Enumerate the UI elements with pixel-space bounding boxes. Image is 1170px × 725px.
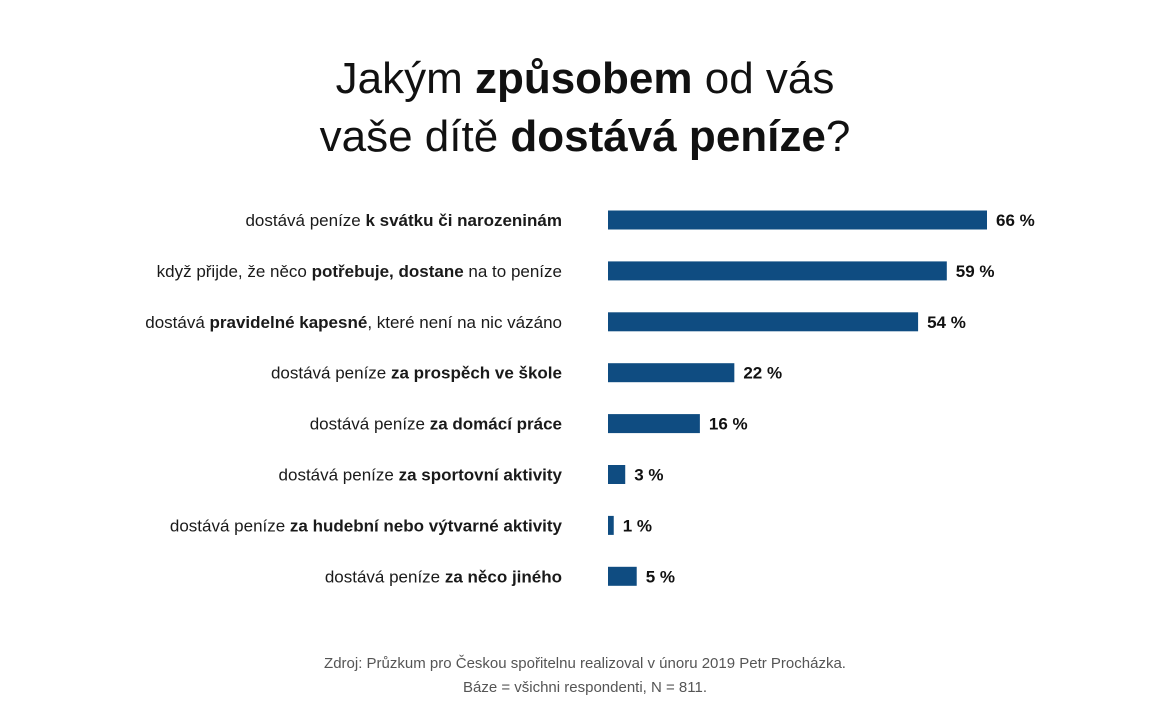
bar-1 bbox=[608, 261, 947, 281]
title-line-1-run-1: způsobem bbox=[474, 54, 693, 103]
category-label-1-run-1: potřebuje, dostane bbox=[312, 262, 464, 281]
category-label-4-run-0: dostává peníze bbox=[310, 415, 430, 434]
category-label-2-run-0: dostává bbox=[145, 313, 209, 332]
category-label-2-run-2: , které není na nic vázáno bbox=[367, 313, 562, 332]
category-label-1-run-0: když přijde, že něco bbox=[157, 262, 312, 281]
bar-4 bbox=[608, 414, 700, 434]
category-label-0-run-0: dostává peníze bbox=[245, 211, 365, 230]
category-label-3: dostává peníze za prospěch ve škole bbox=[271, 364, 562, 383]
category-label-0: dostává peníze k svátku či narozeninám bbox=[245, 211, 562, 230]
category-label-3-run-0: dostává peníze bbox=[271, 364, 391, 383]
title-line-2-run-1: dostává peníze bbox=[510, 112, 826, 161]
category-label-1-run-2: na to peníze bbox=[464, 262, 562, 281]
category-label-7: dostává peníze za něco jiného bbox=[325, 567, 562, 586]
value-label-6: 1 % bbox=[623, 516, 652, 535]
category-label-6-run-0: dostává peníze bbox=[170, 516, 290, 535]
category-label-3-run-1: za prospěch ve škole bbox=[391, 364, 562, 383]
category-label-1: když přijde, že něco potřebuje, dostane … bbox=[157, 262, 562, 281]
value-label-5: 3 % bbox=[634, 466, 663, 485]
title-line-2-run-0: vaše dítě bbox=[319, 112, 511, 161]
bar-0 bbox=[608, 210, 987, 230]
category-label-5-run-1: za sportovní aktivity bbox=[399, 466, 563, 485]
category-label-0-run-1: k svátku či narozeninám bbox=[365, 211, 562, 230]
value-label-4: 16 % bbox=[709, 415, 748, 434]
value-label-1: 59 % bbox=[956, 262, 995, 281]
value-label-3: 22 % bbox=[743, 364, 782, 383]
category-label-4: dostává peníze za domácí práce bbox=[310, 415, 562, 434]
value-label-0: 66 % bbox=[996, 211, 1035, 230]
bar-2 bbox=[608, 312, 919, 332]
chart-title: Jakým způsobem od vás vaše dítě dostává … bbox=[0, 50, 1170, 166]
chart-source: Zdroj: Průzkum pro Českou spořitelnu rea… bbox=[0, 652, 1170, 700]
category-label-6-run-1: za hudební nebo výtvarné aktivity bbox=[290, 516, 563, 535]
category-label-6: dostává peníze za hudební nebo výtvarné … bbox=[170, 516, 563, 535]
bar-5 bbox=[608, 465, 626, 484]
category-label-5-run-0: dostává peníze bbox=[279, 466, 399, 485]
bar-6 bbox=[608, 515, 614, 535]
value-label-7: 5 % bbox=[646, 567, 675, 586]
bar-7 bbox=[608, 566, 637, 586]
category-label-2-run-1: pravidelné kapesné bbox=[210, 313, 368, 332]
category-label-5: dostává peníze za sportovní aktivity bbox=[279, 466, 563, 485]
bar-chart: dostává peníze k svátku či narozeninám 66… bbox=[145, 210, 1035, 586]
chart-title-line-2: vaše dítě dostává peníze? bbox=[0, 108, 1170, 166]
title-line-1-run-0: Jakým bbox=[335, 54, 475, 103]
source-line-2: Báze = všichni respondenti, N = 811. bbox=[462, 679, 708, 696]
source-line-1: Zdroj: Průzkum pro Českou spořitelnu rea… bbox=[324, 655, 846, 672]
value-label-2: 54 % bbox=[927, 313, 966, 332]
category-label-7-run-0: dostává peníze bbox=[325, 567, 445, 586]
bar-3 bbox=[608, 363, 735, 383]
title-line-1-run-2: od vás bbox=[692, 54, 835, 103]
category-label-7-run-1: za něco jiného bbox=[445, 567, 562, 586]
category-label-4-run-1: za domácí práce bbox=[430, 415, 562, 434]
title-line-2-run-2: ? bbox=[825, 112, 851, 161]
chart-title-line-1: Jakým způsobem od vás bbox=[0, 50, 1170, 108]
category-label-2: dostává pravidelné kapesné, které není n… bbox=[145, 313, 562, 332]
